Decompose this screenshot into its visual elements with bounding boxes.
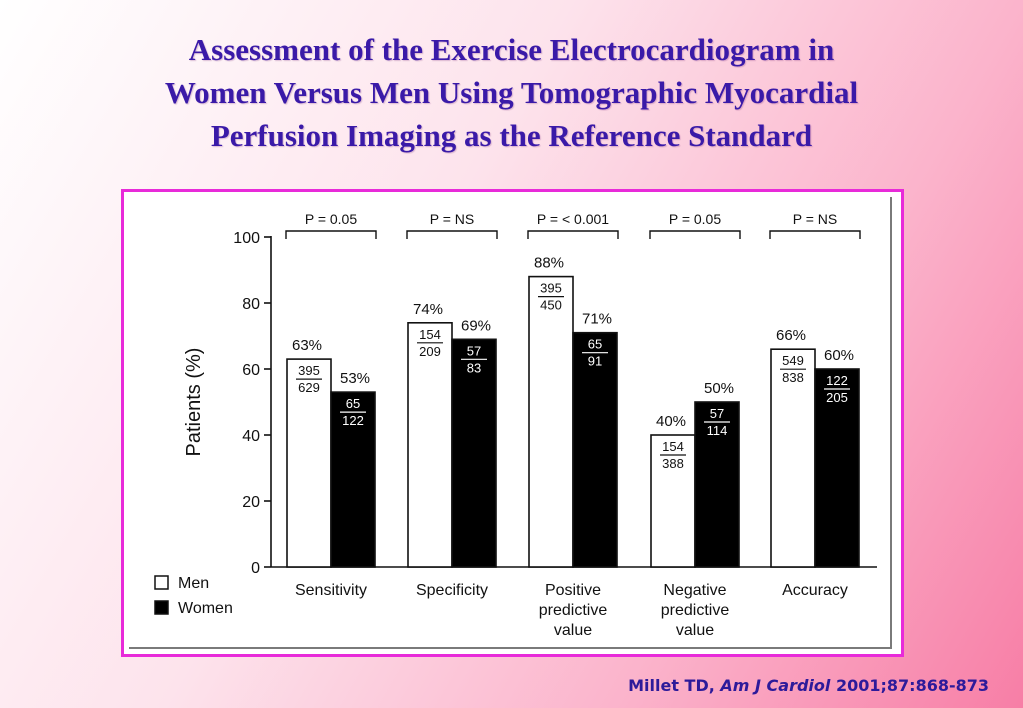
chart-panel: 0 20 40 60 80 100 Patients (%) P = 0.05 63% 395 62…	[129, 197, 892, 649]
fraction-denominator: 83	[467, 360, 481, 375]
y-axis-label: Patients (%)	[183, 348, 205, 457]
fraction-numerator: 154	[419, 327, 441, 342]
fraction-denominator: 209	[419, 344, 441, 359]
data-label-men: 88%	[534, 255, 564, 272]
p-value-bracket	[285, 230, 377, 239]
p-value-bracket	[649, 230, 741, 239]
fraction-denominator: 114	[707, 423, 728, 438]
citation: Millet TD, Am J Cardiol 2001;87:868-873	[628, 676, 989, 695]
bar-chart: 0 20 40 60 80 100 Patients (%) P = 0.05 63% 395 62…	[154, 211, 877, 639]
fraction-denominator: 629	[298, 380, 320, 395]
legend-label-men: Men	[178, 575, 209, 592]
bar-men	[770, 348, 816, 568]
fraction-numerator: 395	[540, 281, 562, 296]
category-label: Accuracy	[782, 582, 848, 599]
y-tick-label: 100	[233, 230, 260, 247]
fraction-numerator: 154	[662, 439, 684, 454]
citation-ref: 2001;87:868-873	[835, 676, 989, 695]
fraction-numerator: 395	[298, 363, 320, 378]
bar-women	[572, 331, 618, 568]
legend-label-women: Women	[178, 600, 233, 617]
fraction-numerator: 65	[588, 337, 602, 352]
y-tick-label: 80	[242, 296, 260, 313]
fraction-numerator: 65	[346, 396, 360, 411]
p-value-label: P = NS	[430, 211, 475, 227]
data-label-men: 66%	[776, 327, 806, 344]
citation-journal: Am J Cardiol	[720, 676, 831, 695]
p-value-label: P = 0.05	[305, 211, 358, 227]
category-label: Negative	[663, 582, 726, 599]
p-value-label: P = NS	[793, 211, 838, 227]
y-tick-label: 0	[251, 560, 260, 577]
fraction-numerator: 122	[826, 373, 848, 388]
category-label: predictive	[539, 602, 608, 619]
category-label: Sensitivity	[295, 582, 367, 599]
fraction-numerator: 57	[710, 406, 724, 421]
citation-author: Millet TD,	[628, 676, 715, 695]
fraction-denominator: 91	[588, 354, 602, 369]
data-label-men: 74%	[413, 301, 443, 318]
title-line-3: Perfusion Imaging as the Reference Stand…	[210, 118, 813, 153]
fraction-denominator: 388	[662, 456, 684, 471]
category-label: Specificity	[416, 582, 488, 599]
legend-swatch-men	[154, 575, 169, 590]
bar-women	[451, 338, 497, 568]
data-label-women: 53%	[340, 370, 370, 387]
category-label: value	[676, 622, 714, 639]
category-label: predictive	[661, 602, 730, 619]
category-label: value	[554, 622, 592, 639]
bar-men	[286, 358, 332, 568]
slide-title: Assessment of the Exercise Electrocardio…	[0, 28, 1023, 157]
legend-swatch-women	[154, 600, 169, 615]
chart-frame: 0 20 40 60 80 100 Patients (%) P = 0.05 63% 395 62…	[121, 189, 904, 657]
p-value-label: P = 0.05	[669, 211, 722, 227]
title-line-2: Women Versus Men Using Tomographic Myoca…	[164, 75, 859, 110]
data-label-men: 63%	[292, 337, 322, 354]
fraction-denominator: 122	[342, 413, 364, 428]
category-label: Positive	[545, 582, 601, 599]
fraction-denominator: 205	[826, 390, 848, 405]
bar-women	[330, 391, 376, 568]
bar-men	[528, 275, 574, 568]
fraction-denominator: 838	[782, 370, 804, 385]
p-value-bracket	[769, 230, 861, 239]
y-tick-label: 20	[242, 494, 260, 511]
title-line-1: Assessment of the Exercise Electrocardio…	[188, 32, 835, 67]
bar-women	[694, 401, 740, 568]
fraction-numerator: 549	[782, 353, 804, 368]
bar-women	[814, 368, 860, 568]
bar-men	[407, 322, 453, 568]
data-label-women: 69%	[461, 317, 491, 334]
y-tick-label: 40	[242, 428, 260, 445]
data-label-women: 71%	[582, 311, 612, 328]
p-value-label: P = < 0.001	[537, 211, 609, 227]
data-label-women: 60%	[824, 347, 854, 364]
data-label-men: 40%	[656, 413, 686, 430]
p-value-bracket	[527, 230, 619, 239]
p-value-bracket	[406, 230, 498, 239]
y-tick-label: 60	[242, 362, 260, 379]
fraction-denominator: 450	[540, 298, 562, 313]
fraction-numerator: 57	[467, 343, 481, 358]
data-label-women: 50%	[704, 380, 734, 397]
